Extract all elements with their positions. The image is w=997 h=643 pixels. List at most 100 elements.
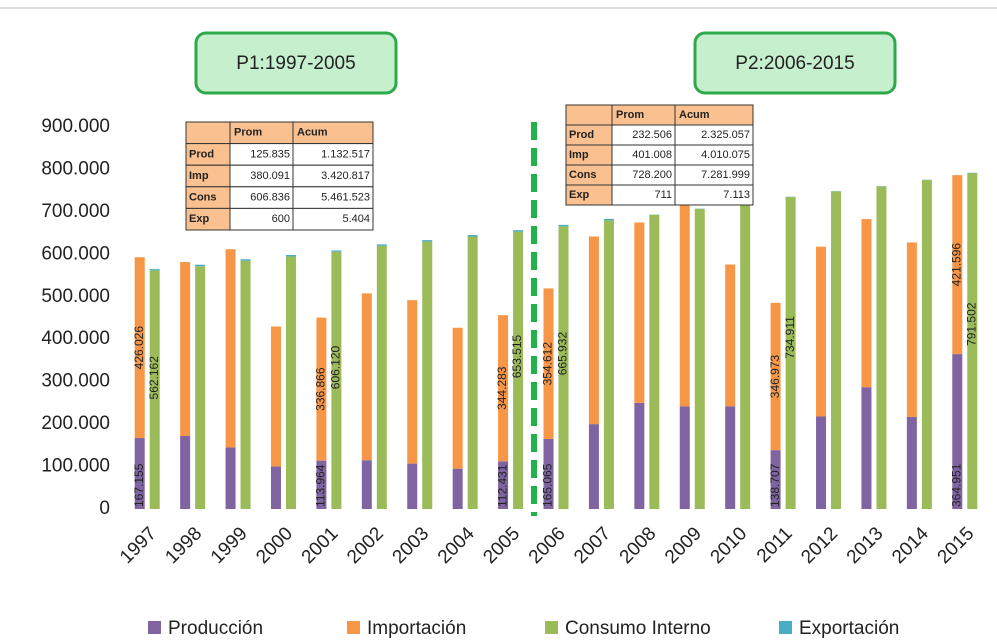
table-cell [292, 207, 374, 231]
x-tick-label: 2004 [434, 523, 479, 568]
legend-swatch [347, 621, 360, 634]
bar-segment [816, 416, 827, 509]
data-label: 346.973 [768, 354, 782, 398]
y-tick-label: 700.000 [41, 201, 110, 222]
table-value: 380.091 [250, 170, 290, 182]
x-tick-label: 2015 [934, 523, 979, 568]
table-value: 728.200 [632, 169, 672, 181]
bar-segment [316, 460, 327, 509]
data-label: 421.596 [949, 243, 963, 287]
bar-segment [513, 231, 524, 509]
table-value: 5.461.523 [321, 192, 370, 204]
bar-segment [513, 230, 524, 232]
bar-segment [376, 245, 387, 509]
bar-segment [270, 466, 281, 509]
data-label: 165.065 [541, 463, 555, 507]
table-header: Prom [234, 127, 262, 139]
bar-segment [407, 300, 418, 464]
bar-segment [180, 435, 191, 509]
bar-segment [694, 208, 705, 509]
bar-segment [225, 447, 236, 509]
data-label: 791.502 [964, 302, 978, 346]
y-tick-label: 200.000 [41, 413, 110, 434]
legend-label: Consumo Interno [565, 618, 711, 639]
x-tick-label: 2013 [843, 523, 888, 568]
table-cell [565, 104, 613, 126]
x-tick-label: 2010 [707, 523, 752, 568]
period-label: P1:1997-2005 [236, 53, 355, 74]
bar-segment [452, 327, 463, 469]
bar-segment [285, 256, 296, 509]
table-value: 232.506 [632, 129, 672, 141]
table-row-label: Exp [569, 189, 589, 201]
y-tick-label: 400.000 [41, 328, 110, 349]
legend-label: Importación [367, 618, 466, 639]
bar-segment [634, 222, 645, 403]
bar-segment [270, 326, 281, 467]
y-tick-label: 300.000 [41, 371, 110, 392]
bar-segment [831, 191, 842, 509]
legend-swatch [148, 621, 161, 634]
table-value: 600 [272, 213, 290, 225]
y-tick-label: 900.000 [41, 116, 110, 137]
data-label: 354.612 [541, 342, 555, 386]
data-label: 734.911 [783, 316, 797, 359]
legend-swatch [545, 621, 558, 634]
bar-segment [331, 250, 342, 252]
table-row-label: Imp [189, 170, 209, 182]
bar-segment [149, 270, 160, 509]
table-row-label: Prod [189, 148, 214, 160]
data-label: 653.515 [510, 334, 524, 378]
bar-segment [240, 260, 251, 509]
bar-segment [770, 302, 781, 451]
data-label: 426.026 [132, 326, 146, 370]
legend-label: Producción [168, 618, 263, 639]
bar-segment [725, 264, 736, 407]
bar-segment [376, 244, 387, 246]
x-tick-label: 2003 [389, 523, 434, 568]
table-row-label: Imp [569, 149, 589, 161]
period-box [693, 31, 897, 95]
x-tick-label: 1997 [116, 523, 161, 568]
table-value: 7.113 [723, 189, 750, 201]
bar-segment [558, 224, 569, 227]
y-tick-label: 100.000 [41, 456, 110, 477]
bar-segment [952, 175, 963, 355]
table-value: 4.010.075 [701, 149, 750, 161]
bar-segment [407, 463, 418, 509]
x-tick-label: 2007 [570, 523, 615, 568]
bar-segment [679, 406, 690, 509]
bar-segment [285, 254, 296, 257]
bar-segment [467, 235, 478, 237]
bar-segment [906, 242, 917, 417]
bar-segment [422, 240, 433, 242]
bar-segment [725, 406, 736, 509]
table-value: 5.404 [342, 213, 370, 225]
bar-segment [361, 460, 372, 509]
bar-segment [361, 293, 372, 461]
bar-segment [679, 203, 690, 407]
bar-segment [770, 450, 781, 509]
bar-segment [543, 438, 554, 509]
table-header: Prom [616, 109, 644, 121]
bar-segment [195, 266, 206, 509]
table-cell [185, 121, 231, 145]
bar-segment [861, 387, 872, 509]
data-label: 138.707 [768, 463, 782, 507]
x-tick-label: 2009 [661, 523, 706, 568]
bar-segment [861, 219, 872, 388]
bar-segment [316, 317, 327, 461]
table-header: Acum [297, 127, 328, 139]
bar-segment [906, 416, 917, 509]
data-label: 606.120 [329, 345, 343, 389]
data-label: 167.155 [132, 463, 146, 507]
table-row-label: Exp [189, 213, 209, 225]
y-tick-label: 600.000 [41, 243, 110, 264]
bar-segment [740, 203, 751, 509]
table-value: 3.420.817 [321, 170, 370, 182]
data-label: 364.951 [949, 463, 963, 507]
bar-segment [921, 180, 932, 510]
bar-segment [967, 173, 978, 509]
table-cell [674, 184, 754, 206]
table-row-label: Cons [569, 169, 597, 181]
